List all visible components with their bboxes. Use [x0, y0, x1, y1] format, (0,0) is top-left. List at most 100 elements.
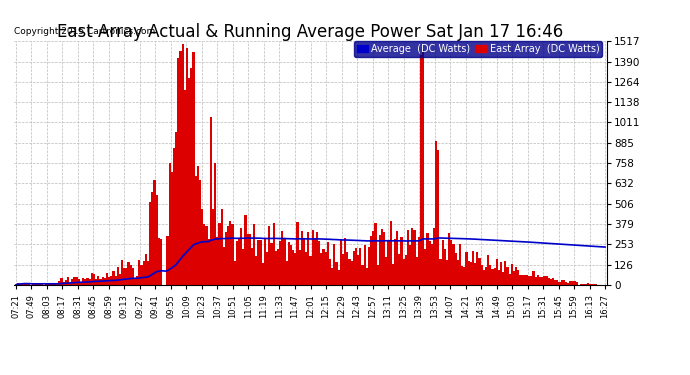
Bar: [82, 278, 84, 285]
Bar: [41, 284, 43, 285]
Bar: [214, 163, 216, 285]
Bar: [394, 239, 396, 285]
Bar: [442, 240, 444, 285]
Bar: [591, 284, 593, 285]
Bar: [489, 265, 491, 285]
Bar: [571, 281, 573, 285]
Bar: [188, 78, 190, 285]
Bar: [117, 267, 119, 285]
Bar: [212, 209, 214, 285]
Bar: [474, 263, 476, 285]
Bar: [375, 223, 377, 285]
Title: East Array Actual & Running Average Power Sat Jan 17 16:46: East Array Actual & Running Average Powe…: [57, 23, 564, 41]
Bar: [417, 237, 420, 285]
Bar: [531, 276, 533, 285]
Bar: [533, 271, 535, 285]
Bar: [124, 268, 126, 285]
Bar: [223, 247, 225, 285]
Bar: [580, 284, 582, 285]
Bar: [221, 209, 223, 285]
Bar: [504, 261, 506, 285]
Bar: [46, 284, 48, 285]
Bar: [387, 240, 390, 285]
Bar: [437, 150, 440, 285]
Bar: [346, 252, 348, 285]
Bar: [563, 280, 565, 285]
Bar: [173, 148, 175, 285]
Bar: [234, 261, 236, 285]
Bar: [84, 279, 86, 285]
Bar: [359, 249, 362, 285]
Bar: [413, 230, 415, 285]
Bar: [190, 68, 193, 285]
Bar: [491, 270, 493, 285]
Bar: [273, 223, 275, 285]
Bar: [470, 262, 472, 285]
Bar: [573, 281, 575, 285]
Bar: [121, 260, 124, 285]
Bar: [238, 238, 240, 285]
Bar: [465, 252, 468, 285]
Bar: [52, 284, 54, 285]
Bar: [284, 237, 286, 285]
Bar: [366, 268, 368, 285]
Bar: [101, 277, 104, 285]
Bar: [461, 266, 463, 285]
Bar: [318, 241, 320, 285]
Bar: [448, 233, 450, 285]
Bar: [156, 195, 158, 285]
Bar: [34, 284, 37, 285]
Bar: [259, 240, 262, 285]
Bar: [115, 276, 117, 285]
Bar: [225, 232, 227, 285]
Bar: [229, 221, 231, 285]
Bar: [567, 283, 569, 285]
Bar: [548, 278, 550, 285]
Bar: [145, 254, 147, 285]
Bar: [288, 243, 290, 285]
Bar: [353, 252, 355, 285]
Bar: [497, 270, 500, 285]
Bar: [231, 224, 234, 285]
Bar: [257, 240, 259, 285]
Bar: [106, 273, 108, 285]
Bar: [495, 259, 497, 285]
Bar: [294, 253, 297, 285]
Bar: [320, 253, 322, 285]
Bar: [184, 90, 186, 285]
Bar: [513, 271, 515, 285]
Bar: [181, 44, 184, 285]
Bar: [290, 244, 292, 285]
Bar: [485, 267, 487, 285]
Bar: [175, 132, 177, 285]
Bar: [210, 117, 212, 285]
Bar: [299, 250, 301, 285]
Legend: Average  (DC Watts), East Array  (DC Watts): Average (DC Watts), East Array (DC Watts…: [353, 41, 602, 57]
Bar: [141, 265, 143, 285]
Bar: [275, 251, 277, 285]
Bar: [370, 236, 372, 285]
Bar: [575, 282, 578, 285]
Bar: [407, 230, 409, 285]
Bar: [515, 267, 518, 285]
Bar: [528, 276, 531, 285]
Bar: [351, 261, 353, 285]
Bar: [331, 268, 333, 285]
Bar: [240, 228, 242, 285]
Bar: [37, 284, 39, 285]
Bar: [595, 284, 598, 285]
Bar: [171, 172, 173, 285]
Bar: [138, 260, 141, 285]
Bar: [483, 270, 485, 285]
Bar: [301, 231, 303, 285]
Bar: [206, 226, 208, 285]
Bar: [179, 51, 181, 285]
Bar: [104, 278, 106, 285]
Bar: [405, 255, 407, 285]
Bar: [73, 277, 75, 285]
Bar: [63, 282, 65, 285]
Bar: [327, 242, 329, 285]
Bar: [420, 55, 422, 285]
Bar: [582, 284, 584, 285]
Bar: [199, 180, 201, 285]
